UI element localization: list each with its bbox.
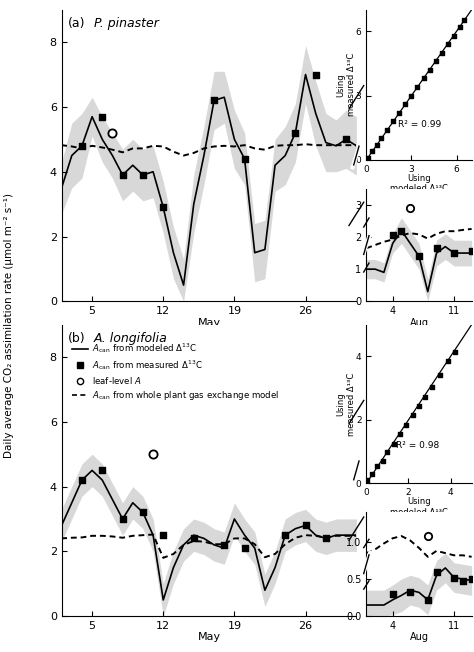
Point — [139, 507, 147, 518]
Text: (a): (a) — [67, 17, 85, 30]
Point — [445, 356, 452, 366]
Point — [312, 69, 319, 80]
Point — [159, 202, 167, 213]
Point — [139, 170, 147, 180]
Text: (b): (b) — [67, 332, 85, 345]
Point — [149, 449, 157, 460]
Point — [450, 572, 458, 583]
Point — [450, 248, 458, 258]
Point — [389, 230, 396, 241]
X-axis label: Using
modeled Δ¹³C: Using modeled Δ¹³C — [390, 173, 448, 193]
Point — [282, 530, 289, 541]
Point — [383, 125, 391, 135]
Point — [383, 447, 391, 457]
Point — [468, 574, 474, 584]
Point — [406, 203, 414, 213]
Point — [433, 243, 440, 254]
Y-axis label: Using
measured Δ¹³C: Using measured Δ¹³C — [337, 372, 356, 436]
Y-axis label: Using
measured Δ¹³C: Using measured Δ¹³C — [337, 53, 356, 117]
Point — [368, 469, 375, 479]
Point — [99, 465, 106, 475]
Point — [373, 140, 381, 150]
Point — [78, 475, 86, 485]
Point — [415, 400, 423, 411]
Point — [450, 30, 457, 40]
Point — [119, 514, 127, 524]
Point — [302, 520, 310, 531]
Point — [414, 82, 421, 92]
Point — [396, 429, 404, 439]
Text: R² = 0.98: R² = 0.98 — [396, 441, 439, 451]
Point — [421, 392, 429, 402]
Point — [292, 128, 299, 138]
Point — [424, 531, 431, 541]
Point — [159, 530, 167, 541]
X-axis label: Using
modeled Δ¹³C: Using modeled Δ¹³C — [390, 497, 448, 516]
Point — [379, 455, 387, 466]
Point — [389, 589, 396, 599]
Point — [433, 567, 440, 577]
Point — [190, 533, 198, 544]
Point — [342, 134, 350, 145]
Text: R² = 0.99: R² = 0.99 — [398, 120, 441, 129]
Point — [364, 153, 372, 163]
Point — [415, 251, 423, 261]
X-axis label: May: May — [198, 632, 220, 642]
Point — [444, 39, 451, 50]
Point — [468, 246, 474, 257]
Point — [119, 170, 127, 180]
Text: P. pinaster: P. pinaster — [94, 17, 159, 30]
Point — [406, 587, 414, 598]
Point — [369, 146, 376, 156]
Legend: $A_\mathrm{can}$ from modeled $\Delta^{13}$C, $A_\mathrm{can}$ from measured $\D: $A_\mathrm{can}$ from modeled $\Delta^{1… — [69, 338, 283, 406]
Point — [109, 128, 116, 138]
Point — [456, 22, 464, 32]
Point — [401, 99, 409, 110]
Point — [78, 141, 86, 151]
Point — [402, 419, 410, 430]
X-axis label: Aug: Aug — [410, 318, 428, 327]
Point — [210, 95, 218, 106]
Point — [396, 108, 403, 118]
Point — [426, 65, 433, 75]
Point — [220, 540, 228, 550]
Point — [241, 154, 248, 164]
Point — [438, 48, 446, 58]
X-axis label: Aug: Aug — [410, 632, 428, 642]
Point — [390, 439, 398, 449]
Point — [241, 543, 248, 554]
Point — [99, 111, 106, 122]
Text: A. longifolia: A. longifolia — [94, 332, 168, 345]
Point — [322, 533, 329, 544]
Point — [460, 15, 468, 25]
Point — [373, 461, 381, 471]
Point — [364, 475, 371, 486]
Point — [390, 116, 397, 126]
Point — [432, 56, 439, 67]
Point — [378, 133, 385, 143]
Point — [424, 595, 431, 605]
Point — [451, 346, 458, 357]
X-axis label: May: May — [198, 318, 220, 327]
Point — [428, 381, 436, 392]
Text: Daily average CO₂ assimilation rate (μmol m⁻² s⁻¹): Daily average CO₂ assimilation rate (μmo… — [3, 194, 14, 458]
Point — [398, 226, 405, 236]
Point — [419, 73, 427, 83]
Point — [409, 410, 417, 421]
Point — [436, 370, 444, 380]
Point — [459, 575, 466, 585]
Point — [408, 91, 415, 101]
